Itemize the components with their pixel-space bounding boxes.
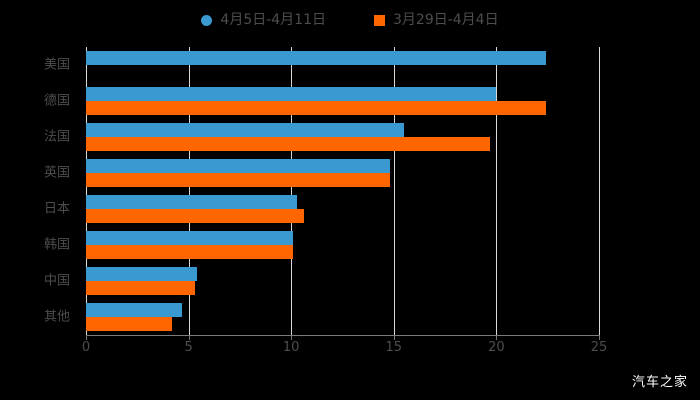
bar-row: [86, 47, 599, 83]
y-axis-label-2: 法国: [43, 129, 70, 145]
x-tick-mark-15: [393, 335, 395, 340]
x-axis-tick-labels: 0 5 10 15 20 25: [0, 341, 700, 361]
gridline-0: [86, 47, 87, 335]
gridline-10: [291, 47, 293, 335]
y-axis-labels: 美国德国法国英国日本韩国中国其他: [0, 47, 78, 335]
gridline-15: [393, 47, 395, 335]
x-axis-line: [86, 335, 600, 336]
legend-item-series-2[interactable]: 3月29日-4月4日: [374, 13, 499, 27]
x-tick-label: 0: [81, 340, 91, 355]
x-tick-mark-10: [291, 335, 293, 340]
bar-series-2[interactable]: [86, 281, 195, 295]
x-tick-label: 25: [590, 340, 608, 355]
gridline-20: [496, 47, 498, 335]
legend-square-marker-icon: [374, 14, 385, 26]
x-tick-label: 15: [385, 340, 403, 355]
x-tick-mark-25: [599, 335, 600, 340]
bar-row: [86, 263, 599, 299]
bar-series-1[interactable]: [86, 303, 183, 317]
x-tick-label: 5: [184, 340, 193, 355]
chart-legend: 4月5日-4月11日 3月29日-4月4日: [0, 8, 700, 32]
y-axis-label-4: 日本: [43, 201, 70, 217]
bar-row: [86, 83, 599, 119]
x-tick-mark-0: [86, 335, 87, 340]
bar-series-1[interactable]: [86, 87, 497, 101]
y-axis-label-1: 德国: [43, 93, 70, 109]
bar-series-1[interactable]: [86, 267, 197, 281]
y-axis-label-3: 英国: [43, 165, 70, 181]
x-tick-mark-5: [188, 335, 190, 340]
legend-circle-marker-icon: [201, 14, 213, 26]
legend-label-series-2: 3月29日-4月4日: [393, 12, 499, 28]
bar-series-2[interactable]: [86, 317, 173, 331]
bar-row: [86, 227, 599, 263]
x-tick-label: 10: [282, 340, 300, 355]
watermark: 汽车之家: [631, 375, 688, 390]
x-tick-mark-20: [496, 335, 498, 340]
bar-series-2[interactable]: [86, 209, 304, 223]
bar-row: [86, 119, 599, 155]
bar-row: [86, 155, 599, 191]
bar-series-1[interactable]: [86, 159, 390, 173]
bar-series-2[interactable]: [86, 173, 390, 187]
bar-series-1[interactable]: [86, 231, 294, 245]
legend-item-series-1[interactable]: 4月5日-4月11日: [201, 13, 326, 27]
bar-series-1[interactable]: [86, 195, 298, 209]
bar-series-2[interactable]: [86, 245, 294, 259]
bar-row: [86, 299, 599, 335]
y-axis-label-5: 韩国: [43, 237, 70, 253]
y-axis-label-7: 其他: [43, 309, 70, 325]
bar-series-2[interactable]: [86, 101, 546, 115]
bar-rows: [86, 47, 599, 335]
x-tick-label: 20: [488, 340, 505, 355]
legend-label-series-1: 4月5日-4月11日: [220, 12, 326, 28]
bar-series-2[interactable]: [86, 137, 491, 151]
y-axis-label-6: 中国: [43, 273, 70, 289]
plot-area: [86, 47, 600, 335]
gridline-25: [599, 47, 600, 335]
y-axis-label-0: 美国: [43, 57, 70, 73]
bar-row: [86, 191, 599, 227]
gridline-5: [188, 47, 190, 335]
bar-series-1[interactable]: [86, 123, 405, 137]
bar-series-1[interactable]: [86, 51, 546, 65]
